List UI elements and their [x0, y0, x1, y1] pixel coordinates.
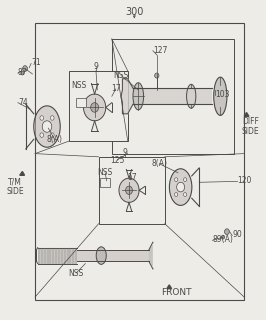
Text: 17: 17	[111, 84, 120, 93]
Circle shape	[50, 133, 54, 137]
Text: 8(A): 8(A)	[151, 159, 168, 168]
Circle shape	[40, 133, 44, 137]
Text: NSS: NSS	[98, 168, 113, 177]
Text: 127: 127	[153, 45, 167, 55]
Text: 90: 90	[232, 230, 242, 239]
Text: NSS: NSS	[114, 71, 129, 80]
Circle shape	[23, 66, 27, 71]
Text: 87: 87	[18, 68, 27, 77]
Text: NSS: NSS	[68, 268, 84, 278]
Circle shape	[155, 73, 159, 78]
Text: 8(A): 8(A)	[47, 135, 63, 144]
Bar	[76, 98, 86, 108]
Ellipse shape	[169, 169, 192, 205]
Circle shape	[91, 103, 99, 112]
Ellipse shape	[133, 83, 144, 110]
Bar	[35, 23, 244, 300]
Ellipse shape	[214, 77, 227, 116]
Ellipse shape	[34, 106, 60, 147]
Circle shape	[42, 121, 52, 132]
Bar	[69, 71, 128, 141]
Text: 9: 9	[123, 148, 127, 156]
Polygon shape	[121, 79, 133, 114]
Text: SIDE: SIDE	[6, 188, 24, 196]
Polygon shape	[20, 172, 24, 175]
Circle shape	[84, 94, 106, 121]
Text: 300: 300	[125, 7, 144, 17]
Text: NSS: NSS	[71, 81, 86, 90]
Text: T/M: T/M	[8, 178, 22, 187]
Circle shape	[177, 182, 185, 192]
Text: 74: 74	[18, 98, 28, 107]
Text: 103: 103	[215, 90, 230, 99]
Text: 71: 71	[31, 58, 41, 67]
Text: 17: 17	[127, 173, 136, 182]
Circle shape	[50, 116, 54, 120]
Text: SIDE: SIDE	[242, 127, 260, 136]
Ellipse shape	[186, 84, 196, 108]
Polygon shape	[244, 113, 249, 116]
Circle shape	[40, 116, 44, 120]
Circle shape	[225, 229, 229, 235]
Circle shape	[126, 186, 132, 195]
Circle shape	[174, 193, 178, 196]
Bar	[100, 178, 110, 187]
Bar	[99, 157, 165, 224]
Circle shape	[221, 235, 225, 239]
Text: DIFF: DIFF	[242, 117, 259, 126]
Bar	[112, 39, 234, 154]
Circle shape	[184, 178, 187, 181]
Circle shape	[119, 178, 139, 202]
Circle shape	[21, 71, 24, 75]
Polygon shape	[167, 285, 172, 289]
Text: 89(A): 89(A)	[212, 235, 233, 244]
Ellipse shape	[96, 247, 106, 264]
Text: 9: 9	[94, 61, 98, 70]
Text: 125: 125	[110, 156, 124, 164]
Circle shape	[174, 178, 178, 181]
Circle shape	[184, 193, 187, 196]
Text: FRONT: FRONT	[161, 288, 192, 297]
Text: 120: 120	[238, 176, 252, 185]
Polygon shape	[149, 242, 154, 269]
